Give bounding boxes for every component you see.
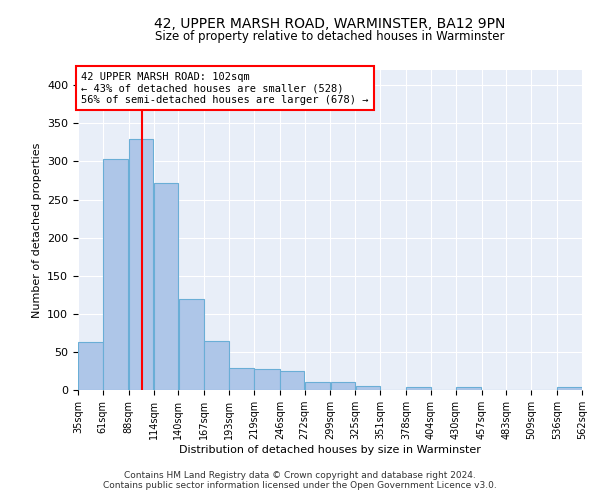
Bar [280,371,304,390]
Bar [356,386,380,390]
Text: 42, UPPER MARSH ROAD, WARMINSTER, BA12 9PN: 42, UPPER MARSH ROAD, WARMINSTER, BA12 9… [154,18,506,32]
Text: 42 UPPER MARSH ROAD: 102sqm
← 43% of detached houses are smaller (528)
56% of se: 42 UPPER MARSH ROAD: 102sqm ← 43% of det… [81,72,368,104]
Y-axis label: Number of detached properties: Number of detached properties [32,142,41,318]
Text: Contains HM Land Registry data © Crown copyright and database right 2024.: Contains HM Land Registry data © Crown c… [124,471,476,480]
Bar [254,368,280,390]
Bar [129,138,154,390]
X-axis label: Distribution of detached houses by size in Warminster: Distribution of detached houses by size … [179,445,481,455]
Bar [78,342,103,390]
Bar [229,368,254,390]
Bar [305,382,330,390]
Bar [557,387,582,390]
Bar [179,298,204,390]
Bar [331,382,355,390]
Bar [456,387,481,390]
Text: Size of property relative to detached houses in Warminster: Size of property relative to detached ho… [155,30,505,43]
Bar [154,183,178,390]
Bar [103,159,128,390]
Bar [406,387,431,390]
Bar [205,341,229,390]
Text: Contains public sector information licensed under the Open Government Licence v3: Contains public sector information licen… [103,481,497,490]
